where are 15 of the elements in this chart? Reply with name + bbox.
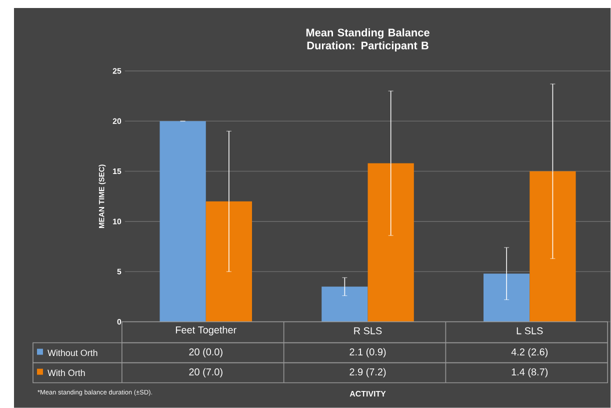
x-tick-label: Feet Together (176, 326, 236, 336)
text: 2.1 (0.9) (350, 348, 386, 358)
legend-label: With Orth (48, 370, 85, 376)
text: 4.2 (2.6) (511, 348, 548, 358)
bar (368, 163, 414, 322)
x-tick-label: L SLS (516, 327, 543, 334)
bar (160, 121, 206, 322)
text: 20 (7.0) (189, 368, 222, 378)
text: 2.9 (7.2) (350, 368, 386, 378)
text: 1.4 (8.7) (512, 368, 548, 378)
legend-label: Without Orth (48, 350, 98, 356)
bar (322, 286, 368, 322)
chart-title: Mean Standing Balance Duration: Participant B (306, 28, 430, 52)
x-tick-label: R SLS (354, 327, 382, 334)
text: 20 (0.0) (189, 348, 222, 358)
